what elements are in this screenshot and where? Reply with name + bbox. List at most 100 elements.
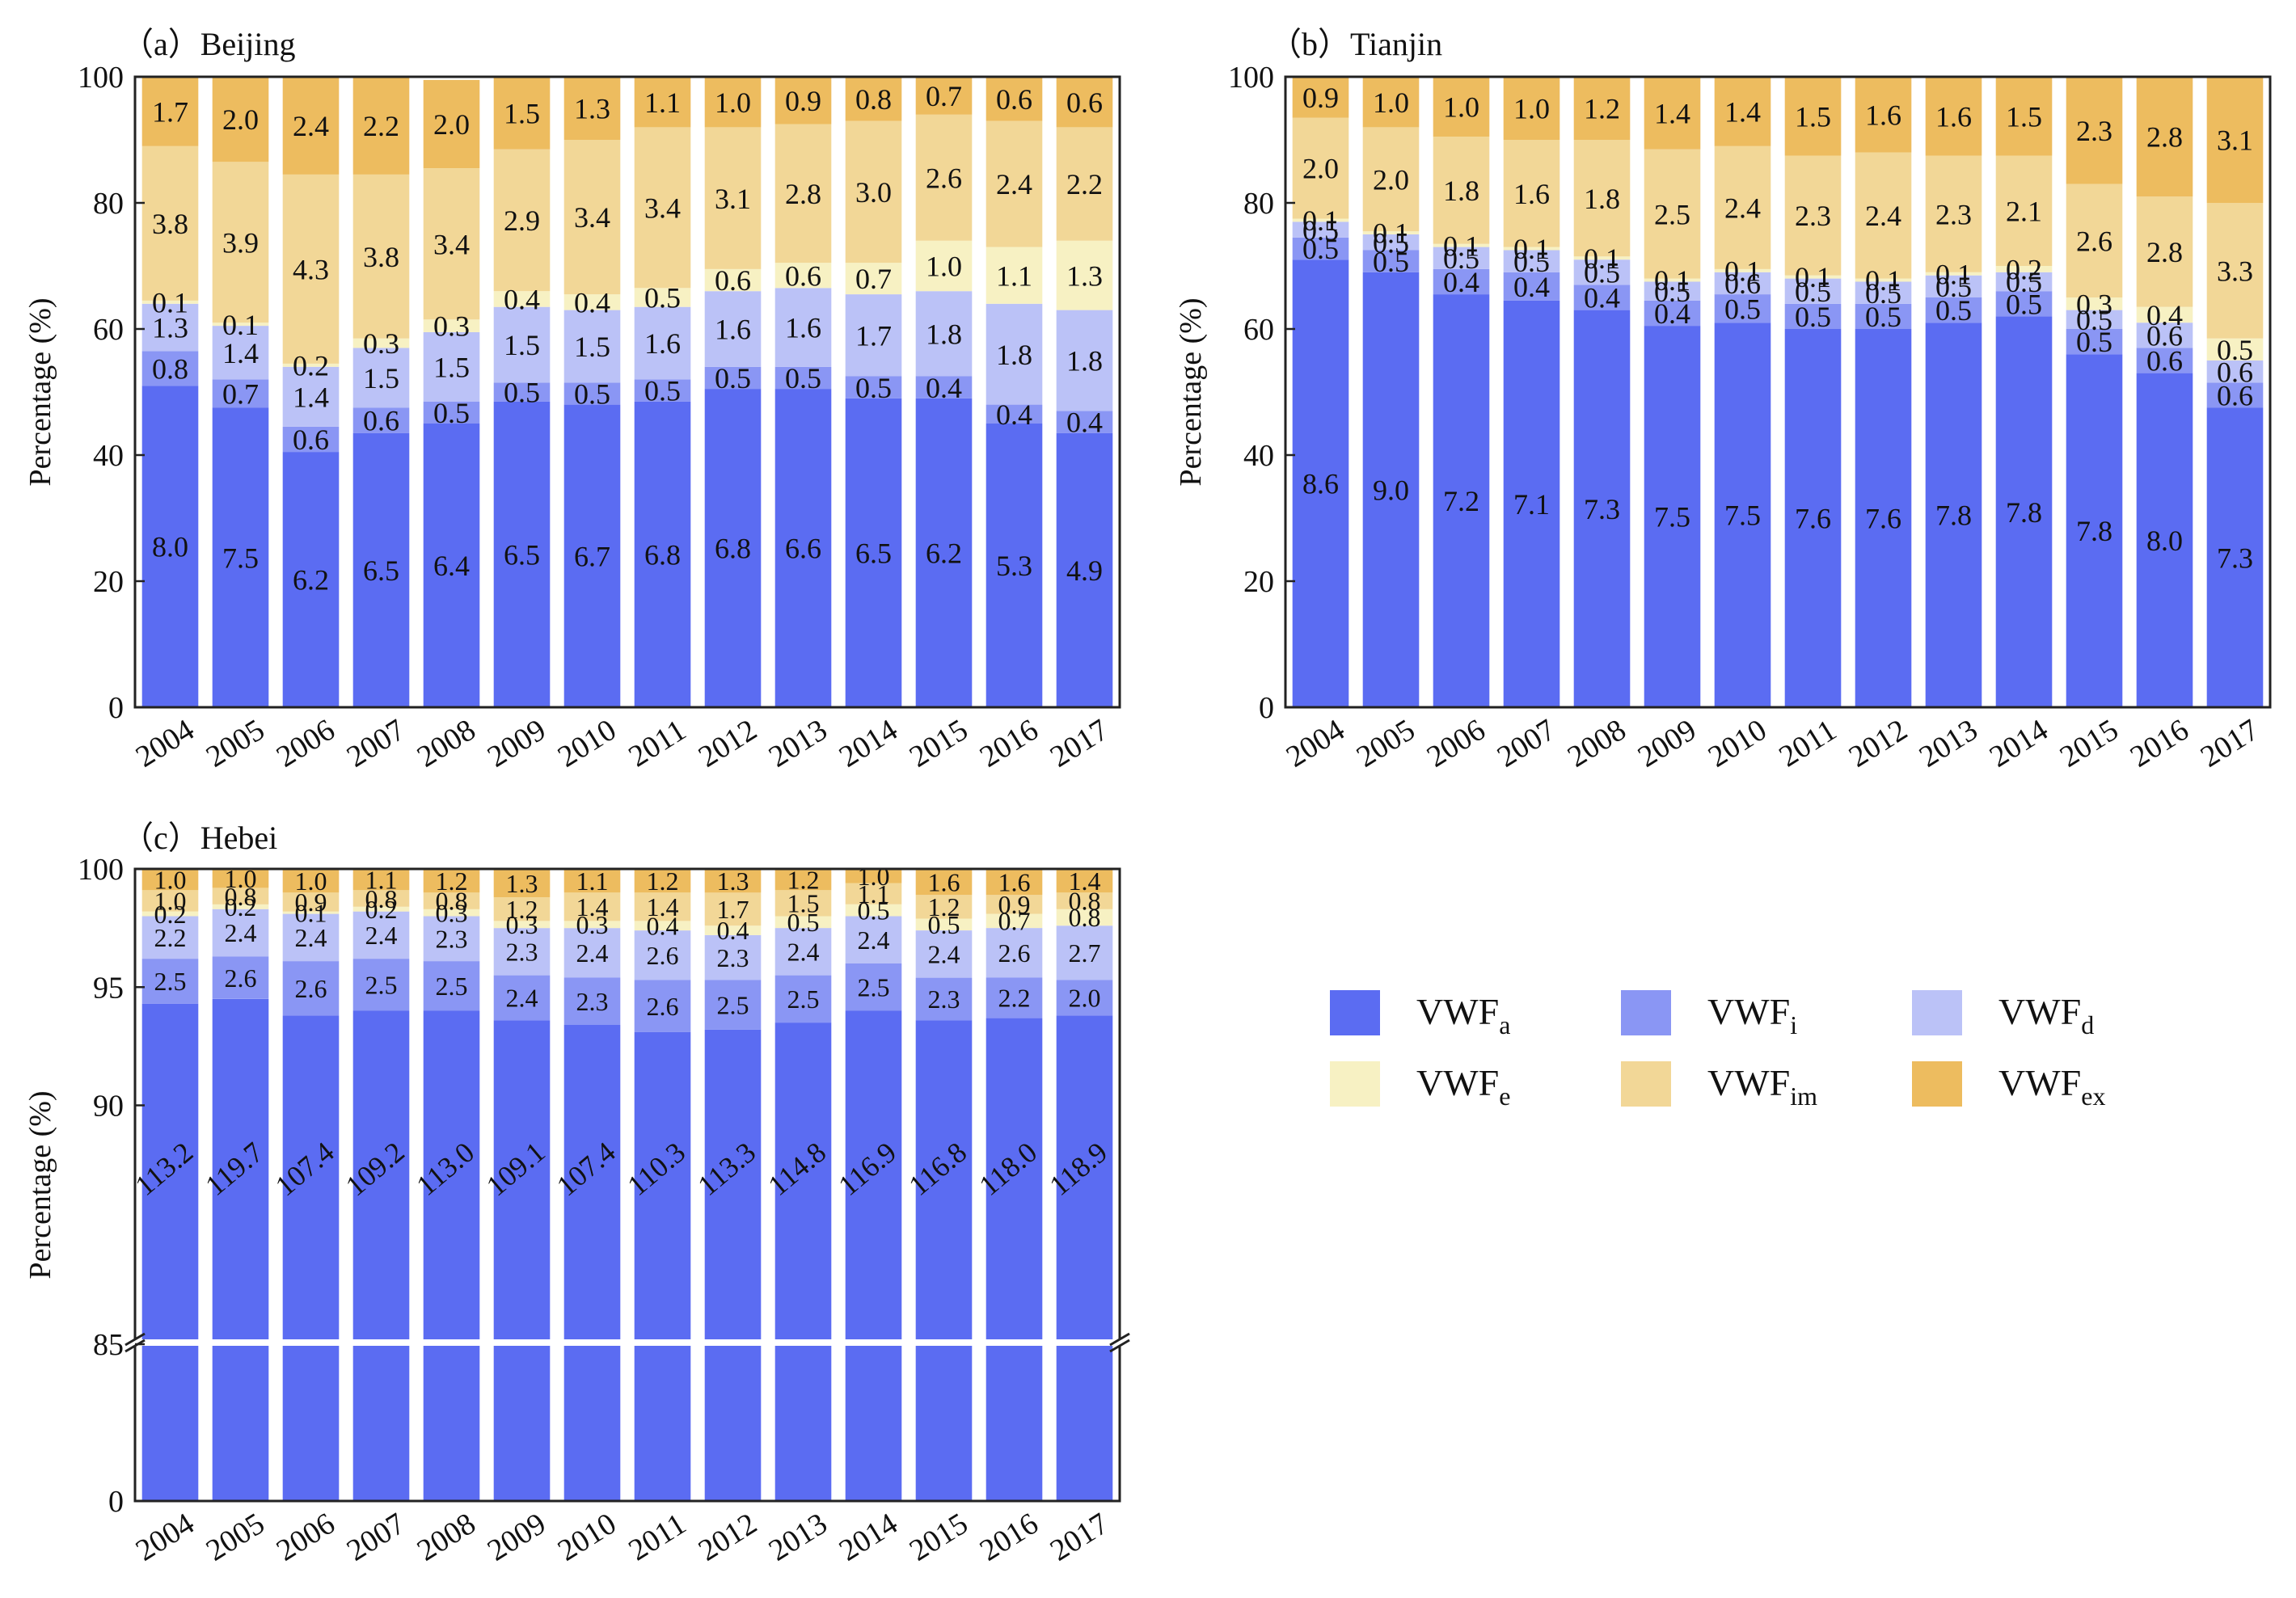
data-label-VWFim-2009: 2.5 bbox=[1654, 198, 1690, 230]
bar-VWFe-2015 bbox=[915, 918, 973, 930]
x-tick-label: 2013 bbox=[763, 713, 834, 774]
legend-swatch-VWFex bbox=[1912, 1061, 1962, 1107]
data-label-VWFim-2009: 2.9 bbox=[504, 204, 540, 237]
axis-break-mark bbox=[1109, 1332, 1130, 1347]
data-label-VWFd-2015: 0.5 bbox=[2076, 304, 2112, 336]
legend-swatch-VWFi bbox=[1621, 990, 1671, 1035]
data-label-VWFd-2009: 2.3 bbox=[506, 938, 538, 967]
bar-VWFim-2008 bbox=[423, 168, 480, 320]
data-label-VWFex-2006: 1.0 bbox=[1443, 91, 1479, 124]
bar-VWFi-2008 bbox=[423, 401, 480, 424]
bar-VWFi-2011 bbox=[1784, 303, 1842, 329]
data-label-VWFex-2009: 1.4 bbox=[1654, 98, 1690, 130]
data-label-VWFim-2015: 2.6 bbox=[926, 162, 962, 194]
x-tick-label: 2006 bbox=[271, 713, 341, 774]
bar-VWFi-2017 bbox=[1056, 980, 1113, 1016]
bar-VWFa-2016 bbox=[2136, 373, 2193, 707]
data-label-VWFe-2012: 0.1 bbox=[1865, 264, 1901, 297]
bar-VWFe-2016 bbox=[2136, 306, 2193, 323]
bar-VWFi-2017 bbox=[2206, 382, 2264, 408]
bar-VWFd-2007 bbox=[352, 348, 410, 408]
data-label-VWFd-2017: 1.8 bbox=[1066, 345, 1103, 377]
data-label-VWFe-2016: 0.7 bbox=[998, 907, 1031, 936]
data-label-VWFim-2005: 3.9 bbox=[222, 226, 259, 259]
data-label-VWFi-2010: 0.5 bbox=[574, 378, 610, 411]
data-label-VWFi-2011: 0.5 bbox=[1795, 301, 1831, 333]
legend-label-subscript: d bbox=[2081, 1010, 2094, 1039]
bar-VWFim-2012 bbox=[704, 127, 762, 269]
data-label-VWFex-2010: 1.1 bbox=[576, 866, 609, 896]
x-tick-label: 2008 bbox=[412, 713, 482, 774]
bar-VWFex-2016 bbox=[986, 869, 1043, 896]
bar-VWFd-2012 bbox=[704, 934, 762, 980]
chart-title: （b）Tianjin bbox=[1269, 26, 1442, 62]
data-label-VWFd-2007: 1.5 bbox=[363, 362, 399, 394]
bar-VWFex-2013 bbox=[774, 77, 832, 124]
bar-VWFim-2011 bbox=[634, 127, 691, 289]
data-label-VWFex-2011: 1.1 bbox=[644, 86, 681, 119]
bar-VWFi-2005 bbox=[212, 956, 269, 999]
bar-VWFim-2015 bbox=[915, 895, 973, 919]
bar-VWFex-2014 bbox=[845, 869, 902, 883]
legend-label-VWFe: VWFe bbox=[1416, 1062, 1510, 1111]
data-label-VWFe-2004: 0.2 bbox=[154, 900, 187, 929]
data-label-VWFa-2009: 6.5 bbox=[504, 539, 540, 571]
bar-VWFe-2004 bbox=[1292, 218, 1349, 222]
bar-VWFd-2011 bbox=[1784, 278, 1842, 304]
data-label-VWFe-2016: 0.4 bbox=[2146, 299, 2183, 331]
data-label-VWFi-2011: 0.5 bbox=[644, 375, 681, 407]
data-label-VWFim-2017: 2.2 bbox=[1066, 168, 1103, 200]
data-label-VWFd-2013: 1.6 bbox=[785, 312, 821, 344]
data-label-VWFim-2007: 1.6 bbox=[1513, 178, 1550, 210]
data-label-VWFex-2017: 0.6 bbox=[1066, 86, 1103, 119]
data-label-VWFd-2004: 2.2 bbox=[154, 923, 187, 952]
bar-VWFd-2005 bbox=[212, 326, 269, 380]
data-label-VWFe-2005: 0.2 bbox=[225, 892, 257, 921]
data-label-VWFim-2005: 0.8 bbox=[225, 882, 257, 911]
x-tick-label: 2005 bbox=[1351, 713, 1421, 774]
data-label-VWFa-2012: 7.6 bbox=[1865, 503, 1901, 535]
bar-VWFex-2006 bbox=[282, 77, 340, 175]
bar-VWFi-2007 bbox=[1503, 272, 1560, 301]
data-label-VWFi-2008: 2.5 bbox=[436, 972, 468, 1001]
bar-VWFd-2012 bbox=[704, 291, 762, 367]
data-label-VWFex-2004: 1.7 bbox=[152, 96, 188, 129]
data-label-VWFex-2011: 1.2 bbox=[647, 866, 679, 896]
bar-VWFim-2009 bbox=[1644, 149, 1701, 279]
legend-label-base: VWF bbox=[1998, 1062, 2081, 1103]
data-label-VWFe-2016: 1.1 bbox=[996, 259, 1032, 292]
data-label-VWFi-2007: 0.6 bbox=[363, 405, 399, 437]
bar-VWFe-2011 bbox=[634, 921, 691, 931]
y-tick-label: 20 bbox=[1243, 565, 1274, 599]
bar-VWFe-2006 bbox=[282, 363, 340, 367]
data-label-VWFa-2015: 6.2 bbox=[926, 538, 962, 570]
data-label-VWFim-2004: 3.8 bbox=[152, 208, 188, 240]
data-label-VWFi-2004: 0.5 bbox=[1302, 233, 1339, 265]
data-label-VWFe-2009: 0.4 bbox=[504, 284, 540, 316]
bar-VWFd-2012 bbox=[1855, 281, 1912, 304]
legend-label-base: VWF bbox=[1416, 991, 1499, 1032]
bar-VWFa-2013 bbox=[1925, 323, 1982, 707]
axis-break-gap bbox=[133, 1339, 1121, 1346]
bar-VWFa-2011 bbox=[634, 401, 691, 707]
x-tick-label: 2005 bbox=[200, 713, 271, 774]
data-label-VWFe-2011: 0.5 bbox=[644, 282, 681, 314]
data-label-VWFd-2010: 1.5 bbox=[574, 331, 610, 363]
x-tick-label: 2012 bbox=[693, 713, 763, 774]
bar-VWFe-2011 bbox=[1784, 275, 1842, 279]
bar-VWFi-2007 bbox=[352, 407, 410, 433]
data-label-VWFe-2012: 0.4 bbox=[717, 916, 749, 945]
y-tick-label: 0 bbox=[108, 1485, 124, 1519]
data-label-VWFa-2017: 4.9 bbox=[1066, 554, 1103, 587]
bar-VWFim-2014 bbox=[1995, 155, 2053, 266]
data-label-VWFi-2007: 2.5 bbox=[365, 971, 398, 1000]
data-label-VWFa-2008: 6.4 bbox=[433, 550, 470, 582]
bar-VWFd-2014 bbox=[845, 916, 902, 963]
x-tick-label: 2011 bbox=[623, 713, 692, 774]
bar-VWFa-2015 bbox=[915, 398, 973, 707]
legend-label-VWFi: VWFi bbox=[1707, 991, 1797, 1039]
data-label-VWFa-2004: 8.6 bbox=[1302, 468, 1339, 500]
data-label-VWFe-2014: 0.2 bbox=[2006, 254, 2042, 286]
